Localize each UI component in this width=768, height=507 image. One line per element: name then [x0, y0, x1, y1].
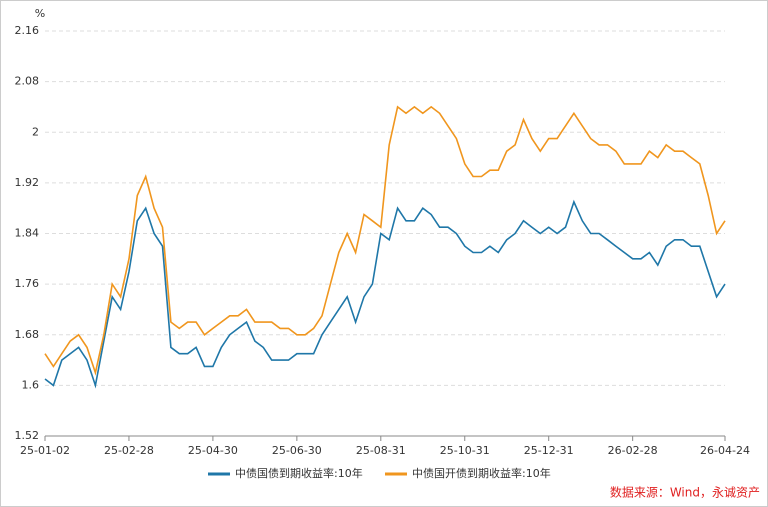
x-tick-label: 26-04-24	[700, 444, 750, 457]
y-tick-label: 1.84	[15, 227, 40, 240]
y-tick-label: 2.16	[15, 24, 40, 37]
y-axis-label: %	[35, 7, 45, 20]
y-tick-label: 1.52	[15, 429, 40, 442]
x-tick-label: 26-02-28	[608, 444, 658, 457]
legend-label: 中债国债到期收益率:10年	[235, 466, 363, 480]
y-tick-label: 1.76	[15, 277, 40, 290]
x-tick-label: 25-02-28	[104, 444, 154, 457]
x-tick-label: 25-04-30	[188, 444, 238, 457]
legend-label: 中债国开债到期收益率:10年	[412, 466, 551, 480]
source: 数据来源：Wind，永诚资产	[610, 485, 760, 500]
x-tick-label: 25-12-31	[524, 444, 574, 457]
y-tick-label: 1.6	[22, 378, 40, 391]
x-tick-label: 25-10-31	[440, 444, 490, 457]
x-tick-label: 25-01-02	[20, 444, 70, 457]
y-tick-label: 1.92	[15, 176, 40, 189]
y-tick-label: 2.08	[15, 75, 40, 88]
y-tick-label: 2	[32, 125, 39, 138]
series-line	[44, 199, 726, 389]
x-tick-label: 25-06-30	[272, 444, 322, 457]
y-tick-label: 1.68	[15, 328, 40, 341]
x-tick-label: 25-08-31	[356, 444, 406, 457]
series-line	[44, 105, 726, 376]
